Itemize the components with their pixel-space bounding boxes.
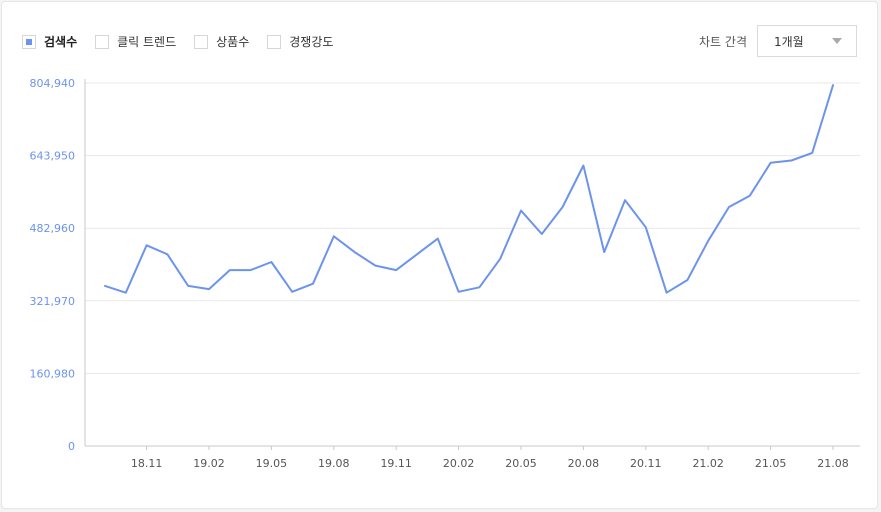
x-tick-label: 21.05 [755, 457, 787, 470]
x-tick-label: 21.02 [692, 457, 724, 470]
legend-label: 클릭 트렌드 [117, 35, 177, 49]
legend: 검색수 클릭 트렌드 상품수 경쟁강도 [22, 33, 351, 50]
legend-label: 검색수 [44, 35, 78, 49]
chevron-down-icon [832, 38, 842, 44]
x-tick-label: 20.05 [505, 457, 537, 470]
x-tick-label: 19.05 [256, 457, 288, 470]
checkbox-competition[interactable] [267, 34, 282, 49]
checkbox-product-count[interactable] [194, 34, 209, 49]
checkbox-click-trend[interactable] [95, 34, 110, 49]
legend-label: 상품수 [216, 35, 250, 49]
legend-item-click-trend[interactable]: 클릭 트렌드 [95, 33, 176, 50]
series-line-search-count [104, 84, 834, 294]
chart-interval-select[interactable]: 1개월 [757, 25, 857, 57]
x-tick-label: 19.02 [193, 457, 225, 470]
grid-lines [85, 82, 860, 447]
x-tick-label: 18.11 [131, 457, 163, 470]
legend-label: 경쟁강도 [289, 35, 334, 49]
legend-item-search-count[interactable]: 검색수 [22, 33, 77, 50]
legend-item-competition[interactable]: 경쟁강도 [267, 33, 333, 50]
y-tick-label: 482,960 [30, 222, 76, 235]
y-tick-label: 160,980 [30, 367, 76, 380]
y-tick-label: 804,940 [30, 77, 76, 90]
x-tick-label: 21.08 [817, 457, 849, 470]
y-tick-label: 643,950 [30, 150, 76, 163]
y-tick-label: 321,970 [30, 295, 76, 308]
x-tick-label: 19.08 [318, 457, 350, 470]
x-tick-label: 20.11 [630, 457, 662, 470]
checkbox-search-count[interactable] [22, 34, 36, 49]
chart-interval-label: 차트 간격 [699, 34, 747, 49]
x-tick-label: 20.02 [443, 457, 475, 470]
series-layer [104, 84, 834, 294]
x-tick-label: 20.08 [568, 457, 600, 470]
chart-interval-value: 1개월 [774, 34, 804, 49]
legend-item-product-count[interactable]: 상품수 [194, 33, 249, 50]
chart-interval: 차트 간격 1개월 [699, 25, 857, 57]
x-tick-label: 19.11 [380, 457, 412, 470]
y-axis: 0 160,980 321,970 482,960 643,950 804,940 [30, 77, 86, 453]
x-axis: 18.11 19.02 19.05 19.08 19.11 20.02 20.05 20.08… [131, 446, 849, 470]
y-tick-label: 0 [68, 440, 75, 453]
